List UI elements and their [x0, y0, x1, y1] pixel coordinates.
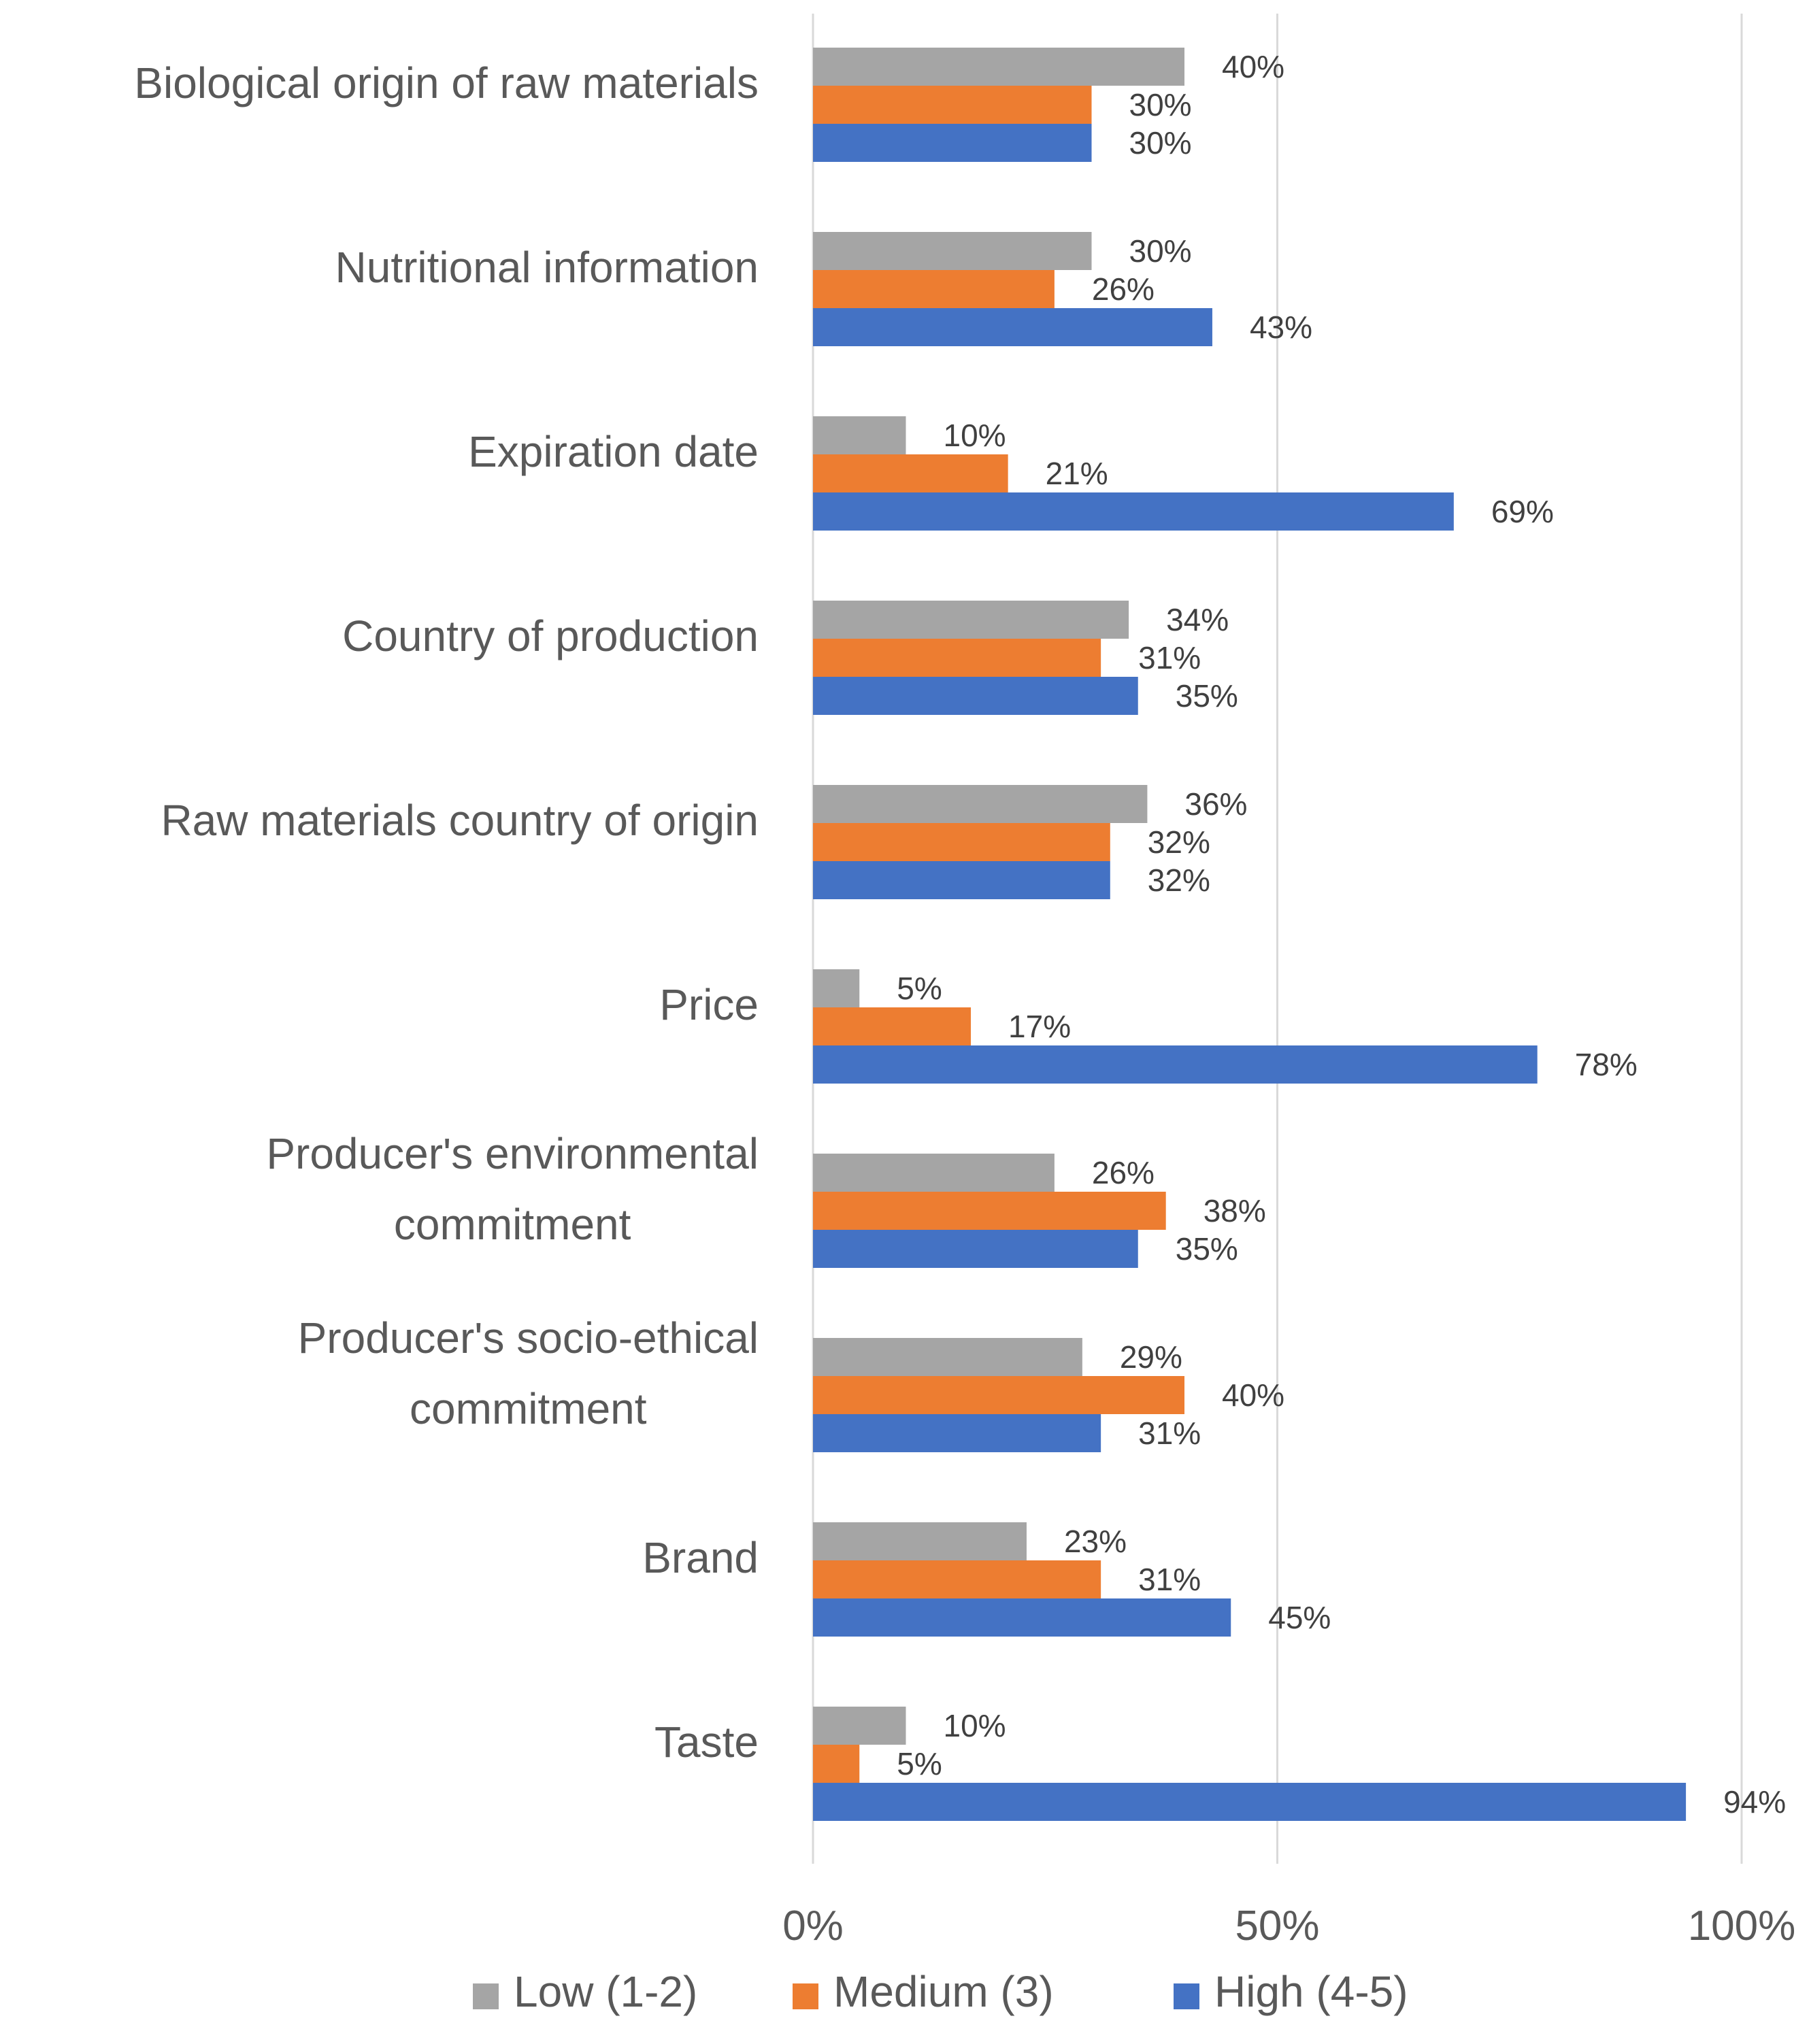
category-label-10: Taste [654, 1718, 759, 1766]
bar-6-series-3 [813, 1045, 1538, 1084]
data-label-9-series-3: 45% [1268, 1600, 1331, 1635]
data-label-4-series-3: 35% [1176, 678, 1238, 714]
data-label-7-series-2: 38% [1204, 1193, 1266, 1228]
category-label-7-line-1: Producer's environmental [266, 1129, 759, 1178]
bar-9-series-2 [813, 1560, 1101, 1598]
data-label-2-series-1: 30% [1129, 233, 1192, 269]
data-label-3-series-1: 10% [944, 418, 1006, 453]
bar-5-series-1 [813, 785, 1148, 823]
bar-3-series-3 [813, 492, 1454, 531]
category-label-7-line-2: commitment [394, 1200, 631, 1249]
legend-swatch-1 [473, 1983, 499, 2009]
data-label-5-series-1: 36% [1184, 786, 1247, 822]
data-label-8-series-2: 40% [1222, 1377, 1284, 1413]
data-label-5-series-3: 32% [1148, 862, 1210, 898]
data-label-10-series-2: 5% [897, 1746, 942, 1781]
bar-7-series-3 [813, 1230, 1138, 1268]
bar-2-series-2 [813, 270, 1055, 308]
bar-3-series-2 [813, 454, 1008, 492]
bar-2-series-3 [813, 308, 1212, 346]
bar-3-series-1 [813, 416, 906, 454]
x-axis-ticks: 0% 50% 100% [782, 1903, 1795, 1949]
data-label-2-series-3: 43% [1250, 309, 1312, 345]
category-label-9: Brand [642, 1533, 759, 1582]
data-label-6-series-3: 78% [1575, 1047, 1638, 1082]
data-label-9-series-1: 23% [1064, 1524, 1127, 1559]
bar-8-series-1 [813, 1338, 1082, 1376]
data-label-7-series-1: 26% [1092, 1155, 1155, 1190]
data-label-10-series-3: 94% [1723, 1784, 1786, 1820]
bar-4-series-2 [813, 639, 1101, 677]
bar-10-series-3 [813, 1783, 1687, 1821]
bar-6-series-2 [813, 1007, 972, 1045]
category-label-6: Price [659, 980, 759, 1029]
data-label-2-series-2: 26% [1092, 271, 1155, 307]
legend: Low (1-2) Medium (3) High (4-5) [473, 1967, 1408, 2016]
bar-8-series-3 [813, 1414, 1101, 1452]
x-tick-label-0: 0% [782, 1903, 844, 1949]
bar-10-series-1 [813, 1707, 906, 1745]
category-label-3: Expiration date [468, 427, 759, 476]
category-label-8-line-1: Producer's socio-ethical [298, 1313, 759, 1362]
data-label-3-series-2: 21% [1046, 456, 1108, 491]
data-label-1-series-2: 30% [1129, 87, 1192, 122]
bar-1-series-3 [813, 124, 1092, 162]
data-label-8-series-3: 31% [1138, 1415, 1201, 1451]
category-label-7: Producer's environmental commitment [266, 1129, 759, 1249]
category-labels: Biological origin of raw materials Nutrit… [134, 58, 759, 1766]
bar-5-series-3 [813, 861, 1110, 899]
bar-9-series-3 [813, 1598, 1231, 1637]
legend-label-2: Medium (3) [833, 1967, 1054, 2016]
legend-swatch-2 [793, 1983, 818, 2009]
bar-4-series-3 [813, 677, 1138, 715]
category-label-1: Biological origin of raw materials [134, 58, 759, 107]
data-label-3-series-3: 69% [1491, 494, 1554, 529]
bar-7-series-2 [813, 1192, 1166, 1230]
category-label-8: Producer's socio-ethical commitment [298, 1313, 759, 1433]
data-label-9-series-2: 31% [1138, 1562, 1201, 1597]
legend-swatch-3 [1174, 1983, 1199, 2009]
bar-2-series-1 [813, 232, 1092, 270]
data-label-6-series-1: 5% [897, 971, 942, 1006]
bar-9-series-1 [813, 1522, 1027, 1560]
bar-6-series-1 [813, 969, 860, 1007]
data-labels: 40%30%30%30%26%43%10%21%69%34%31%35%36%3… [897, 49, 1786, 1820]
legend-label-3: High (4-5) [1214, 1967, 1408, 2016]
bar-4-series-1 [813, 601, 1129, 639]
bars [813, 48, 1687, 1821]
bar-7-series-1 [813, 1154, 1055, 1192]
category-label-2: Nutritional information [335, 243, 759, 292]
data-label-5-series-2: 32% [1148, 824, 1210, 860]
bar-8-series-2 [813, 1376, 1184, 1414]
data-label-1-series-1: 40% [1222, 49, 1284, 84]
x-tick-label-1: 50% [1235, 1903, 1319, 1949]
bar-1-series-1 [813, 48, 1184, 86]
category-label-5: Raw materials country of origin [161, 796, 759, 845]
bar-5-series-2 [813, 823, 1110, 861]
category-label-4: Country of production [342, 611, 759, 660]
data-label-4-series-1: 34% [1166, 602, 1229, 637]
data-label-8-series-1: 29% [1120, 1339, 1182, 1375]
bar-10-series-2 [813, 1745, 860, 1783]
data-label-7-series-3: 35% [1176, 1231, 1238, 1267]
legend-label-1: Low (1-2) [514, 1967, 697, 2016]
x-tick-label-2: 100% [1688, 1903, 1796, 1949]
bar-1-series-2 [813, 86, 1092, 124]
data-label-6-series-2: 17% [1008, 1009, 1071, 1044]
category-label-8-line-2: commitment [410, 1384, 647, 1433]
data-label-4-series-2: 31% [1138, 640, 1201, 675]
data-label-1-series-3: 30% [1129, 125, 1192, 161]
data-label-10-series-1: 10% [944, 1708, 1006, 1743]
